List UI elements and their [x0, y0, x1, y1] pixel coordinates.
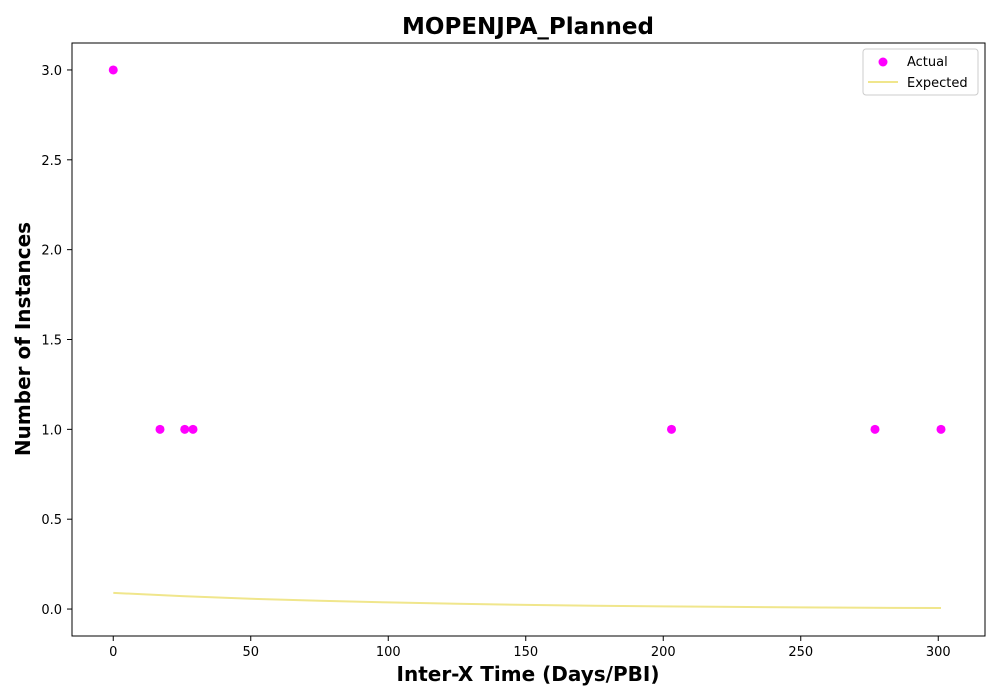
x-tick-label: 100 [376, 645, 401, 660]
y-tick-label: 1.5 [41, 334, 62, 349]
x-tick-label: 0 [109, 645, 117, 660]
legend: Actual Expected [862, 48, 979, 96]
actual-point [108, 65, 118, 75]
legend-actual-label: Actual [907, 55, 948, 70]
actual-point [155, 424, 165, 434]
actual-point [180, 424, 190, 434]
x-tick-label: 200 [651, 645, 676, 660]
legend-actual-marker [878, 57, 888, 67]
x-tick-label: 250 [788, 645, 813, 660]
x-tick-label: 150 [513, 645, 538, 660]
actual-series [108, 65, 946, 434]
legend-box [862, 48, 979, 96]
plot-area [71, 42, 986, 637]
y-tick-label: 3.0 [41, 64, 62, 79]
y-tick-label: 0.5 [41, 513, 62, 528]
x-tick-label: 300 [926, 645, 951, 660]
actual-point [870, 424, 880, 434]
legend-expected-label: Expected [907, 76, 968, 91]
y-tick-label: 1.0 [41, 423, 62, 438]
chart-title: MOPENJPA_Planned [402, 14, 654, 40]
expected-series [113, 591, 942, 609]
y-axis-label: Number of Instances [11, 222, 35, 456]
actual-point [667, 424, 676, 434]
actual-point [936, 424, 946, 434]
y-tick-label: 0.0 [41, 603, 62, 618]
y-tick-label: 2.5 [41, 154, 62, 169]
x-axis: 0 50 100 150 200 250 300 [109, 636, 951, 660]
x-tick-label: 50 [242, 645, 259, 660]
x-axis-label: Inter-X Time (Days/PBI) [397, 662, 660, 686]
y-axis: 0.0 0.5 1.0 1.5 2.0 2.5 3.0 [41, 64, 72, 618]
expected-line [113, 591, 942, 609]
actual-point [188, 424, 198, 434]
y-tick-label: 2.0 [41, 244, 62, 259]
